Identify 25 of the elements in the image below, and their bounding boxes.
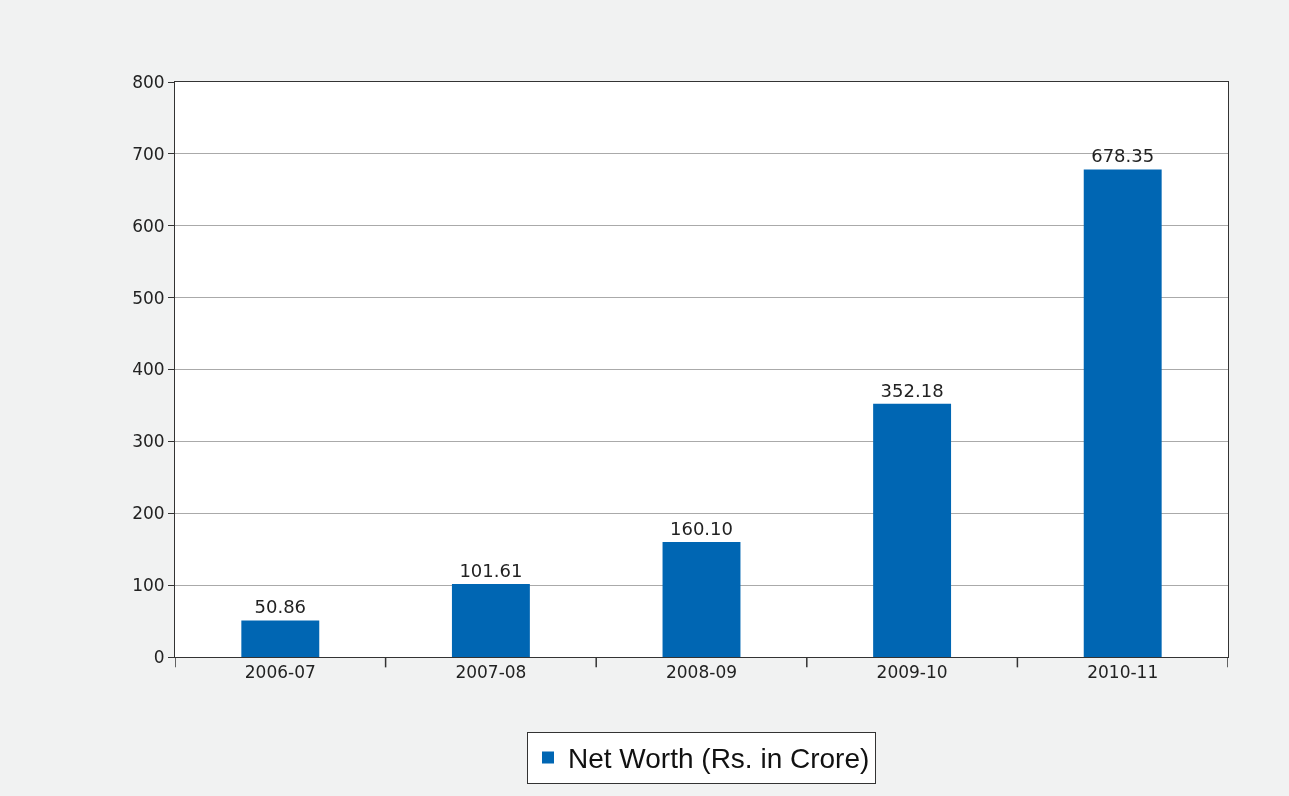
x-tick-label: 2006-07 xyxy=(244,662,316,683)
data-label: 50.86 xyxy=(254,596,307,618)
y-tick-label: 500 xyxy=(132,287,165,308)
x-tick-label: 2010-11 xyxy=(1087,662,1159,683)
legend-label: Net Worth (Rs. in Crore) xyxy=(568,743,870,775)
bar xyxy=(873,403,952,657)
data-label: 352.18 xyxy=(880,379,944,401)
bar xyxy=(1083,169,1162,657)
data-label: 678.35 xyxy=(1091,145,1155,167)
data-label: 101.61 xyxy=(459,559,523,581)
bar xyxy=(451,583,530,657)
y-tick-label: 200 xyxy=(132,503,165,524)
bar xyxy=(662,541,741,657)
y-tick-label: 0 xyxy=(153,646,165,667)
y-tick-label: 300 xyxy=(132,431,165,452)
x-tick-label: 2007-08 xyxy=(455,662,527,683)
x-tick-label: 2009-10 xyxy=(876,662,948,683)
y-tick-label: 400 xyxy=(132,359,165,380)
bar xyxy=(241,620,320,657)
y-tick-label: 600 xyxy=(132,215,165,236)
y-tick-label: 700 xyxy=(132,143,165,164)
y-tick-label: 800 xyxy=(132,71,165,92)
x-tick-label: 2008-09 xyxy=(665,662,738,683)
data-label: 160.10 xyxy=(670,517,733,539)
y-tick-label: 100 xyxy=(132,575,165,596)
